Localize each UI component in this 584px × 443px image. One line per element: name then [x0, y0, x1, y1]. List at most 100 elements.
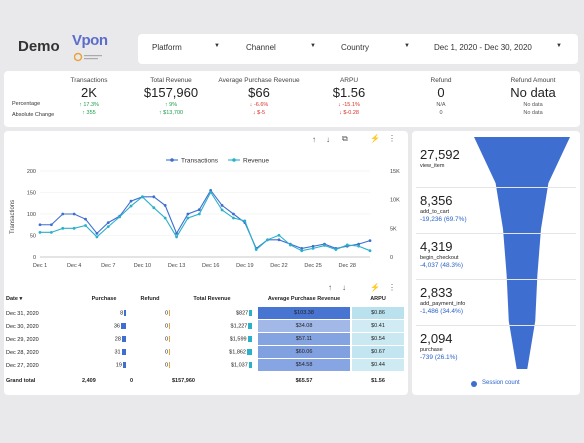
funnel-step[interactable]: 2,094 purchase -739 (26.1%)	[420, 331, 510, 361]
data-point[interactable]	[175, 231, 178, 235]
column-header[interactable]: Total Revenue	[193, 296, 231, 302]
data-point[interactable]	[209, 190, 213, 194]
drill-icon[interactable]: ⚡	[370, 134, 380, 143]
data-point[interactable]	[323, 244, 326, 247]
data-point[interactable]	[220, 204, 224, 207]
data-point[interactable]	[254, 248, 258, 251]
x-tick-label: Dec 19	[236, 263, 253, 269]
column-header[interactable]: Date ▾	[6, 296, 23, 302]
data-point[interactable]	[129, 204, 133, 208]
data-point[interactable]	[152, 195, 156, 199]
data-point[interactable]	[163, 216, 167, 220]
data-point[interactable]	[243, 219, 247, 223]
data-point[interactable]	[118, 215, 122, 219]
kpi-value: 0	[437, 85, 445, 100]
data-point[interactable]	[95, 235, 99, 239]
filter-country[interactable]: Country	[341, 43, 370, 52]
purchase-bar	[122, 362, 126, 368]
chevron-down-icon[interactable]: ▼	[404, 43, 410, 49]
data-point[interactable]	[61, 226, 65, 230]
data-point[interactable]	[300, 247, 304, 250]
data-point[interactable]	[152, 206, 156, 210]
column-header[interactable]: ARPU	[370, 296, 386, 302]
column-header[interactable]: Average Purchase Revenue	[267, 296, 341, 302]
data-point[interactable]	[61, 212, 65, 216]
data-point[interactable]	[288, 243, 292, 247]
sort-desc-icon[interactable]: ↓	[326, 135, 330, 144]
data-point[interactable]	[277, 233, 281, 237]
kpi-title: Total Revenue	[150, 77, 192, 84]
purchase-bar	[121, 323, 126, 329]
data-point[interactable]	[72, 226, 76, 230]
data-point[interactable]	[106, 221, 110, 224]
data-point[interactable]	[311, 244, 315, 248]
table-row[interactable]: Dec 29, 2020 28 0 $1,599 $57.11 $0.54	[6, 333, 404, 346]
chevron-down-icon[interactable]: ▼	[214, 43, 220, 49]
table-row[interactable]: Dec 27, 2020 19 0 $1,037 $54.58 $0.44	[6, 359, 404, 372]
data-point[interactable]	[49, 223, 53, 227]
data-point[interactable]	[357, 242, 361, 246]
data-point[interactable]	[277, 238, 281, 242]
y2-tick-label: 15K	[390, 169, 400, 175]
revenue-bar	[249, 310, 252, 316]
table-row[interactable]: Dec 28, 2020 31 0 $1,862 $60.06 $0.67	[6, 346, 404, 359]
sort-desc-icon[interactable]: ↓	[342, 283, 346, 292]
y-tick-label: 150	[27, 191, 36, 197]
revenue-value: $1,227	[230, 323, 248, 330]
data-point[interactable]	[311, 247, 315, 250]
x-tick-label: Dec 22	[270, 263, 287, 269]
data-point[interactable]	[300, 249, 304, 253]
data-point[interactable]	[175, 235, 178, 239]
avg-heat-cell	[258, 359, 350, 371]
funnel-step[interactable]: 4,319 begin_checkout -4,037 (48.3%)	[420, 239, 510, 269]
data-point[interactable]	[368, 249, 372, 253]
more-options-icon[interactable]: ⋮	[388, 283, 396, 292]
data-point[interactable]	[266, 238, 269, 242]
purchase-value: 36	[113, 323, 120, 330]
chevron-down-icon[interactable]: ▼	[556, 43, 562, 49]
data-point[interactable]	[72, 212, 76, 216]
data-point[interactable]	[141, 195, 144, 199]
drill-icon[interactable]: ⚡	[370, 283, 380, 292]
data-point[interactable]	[84, 224, 87, 227]
data-point[interactable]	[49, 230, 53, 234]
funnel-step[interactable]: 2,833 add_payment_info -1,486 (34.4%)	[420, 285, 510, 315]
table-row[interactable]: Dec 30, 2020 36 0 $1,227 $34.08 $0.41	[6, 320, 404, 333]
chevron-down-icon[interactable]: ▼	[310, 43, 316, 49]
funnel-step[interactable]: 8,356 add_to_cart -19,236 (69.7%)	[420, 193, 510, 223]
data-point[interactable]	[95, 231, 99, 235]
cell-purchase: 31	[82, 349, 126, 355]
y-tick-label: 0	[33, 255, 36, 261]
column-header[interactable]: Refund	[140, 296, 160, 302]
filter-channel[interactable]: Channel	[246, 43, 276, 52]
data-point[interactable]	[38, 223, 42, 227]
date-range-picker[interactable]: Dec 1, 2020 - Dec 30, 2020	[434, 43, 532, 52]
sort-asc-icon[interactable]: ↑	[328, 283, 332, 292]
table-row[interactable]: Dec 31, 2020 8 0 $827 $103.38 $0.86	[6, 307, 404, 320]
data-point[interactable]	[38, 230, 42, 234]
x-tick-label: Dec 4	[67, 263, 81, 269]
data-point[interactable]	[345, 243, 349, 247]
data-point[interactable]	[186, 216, 190, 220]
data-point[interactable]	[197, 212, 201, 216]
column-header[interactable]: Purchase	[91, 296, 117, 302]
data-point[interactable]	[232, 216, 235, 220]
data-point[interactable]	[163, 204, 167, 207]
data-point[interactable]	[84, 217, 87, 221]
data-point[interactable]	[129, 199, 133, 203]
export-icon[interactable]: ⧉	[342, 134, 348, 143]
filter-platform[interactable]: Platform	[152, 43, 182, 52]
more-options-icon[interactable]: ⋮	[388, 134, 396, 143]
data-point[interactable]	[334, 248, 338, 251]
data-point[interactable]	[232, 212, 235, 216]
data-point[interactable]	[220, 208, 224, 212]
table-header-row: Date ▾ Purchase Refund Total Revenue Average…	[6, 293, 404, 305]
sort-asc-icon[interactable]: ↑	[312, 135, 316, 144]
data-point[interactable]	[186, 212, 190, 216]
data-point[interactable]	[106, 225, 110, 229]
data-point[interactable]	[357, 244, 361, 248]
data-point[interactable]	[197, 208, 201, 212]
kpi-absolute-change: ↓ $-0.28	[339, 110, 359, 116]
data-point[interactable]	[368, 239, 372, 243]
funnel-step[interactable]: 27,592 view_item	[420, 147, 510, 169]
